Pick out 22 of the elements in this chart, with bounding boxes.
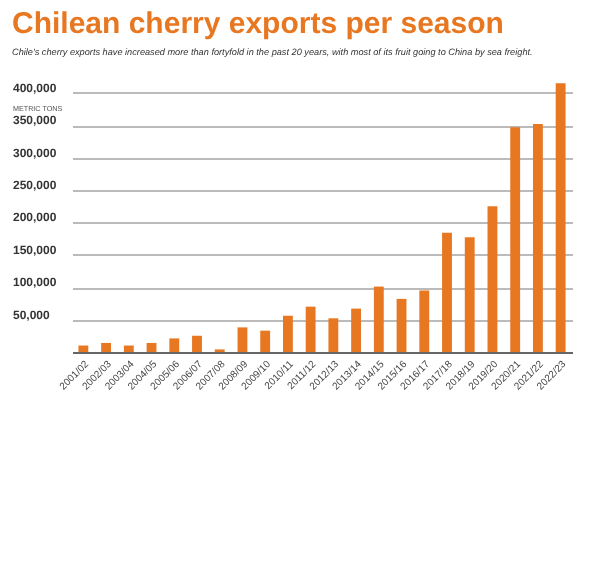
- bar: [101, 342, 112, 352]
- bar: [351, 308, 362, 352]
- bar: [396, 298, 407, 352]
- bar: [373, 286, 384, 352]
- bar: [146, 342, 157, 352]
- bar: [169, 338, 180, 352]
- bar: [419, 290, 430, 352]
- bar: [192, 335, 202, 352]
- bar: [442, 232, 452, 352]
- bar: [328, 318, 339, 352]
- bar: [237, 327, 248, 352]
- bar: [487, 206, 498, 352]
- bar: [555, 83, 566, 352]
- chart-title: Chilean cherry exports per season: [12, 6, 504, 41]
- bar: [510, 127, 521, 352]
- bar: [78, 345, 89, 352]
- bar: [282, 315, 293, 352]
- bar: [260, 330, 271, 352]
- bar: [464, 237, 475, 352]
- bar: [532, 124, 543, 352]
- bar: [305, 306, 316, 352]
- bar: [123, 345, 134, 352]
